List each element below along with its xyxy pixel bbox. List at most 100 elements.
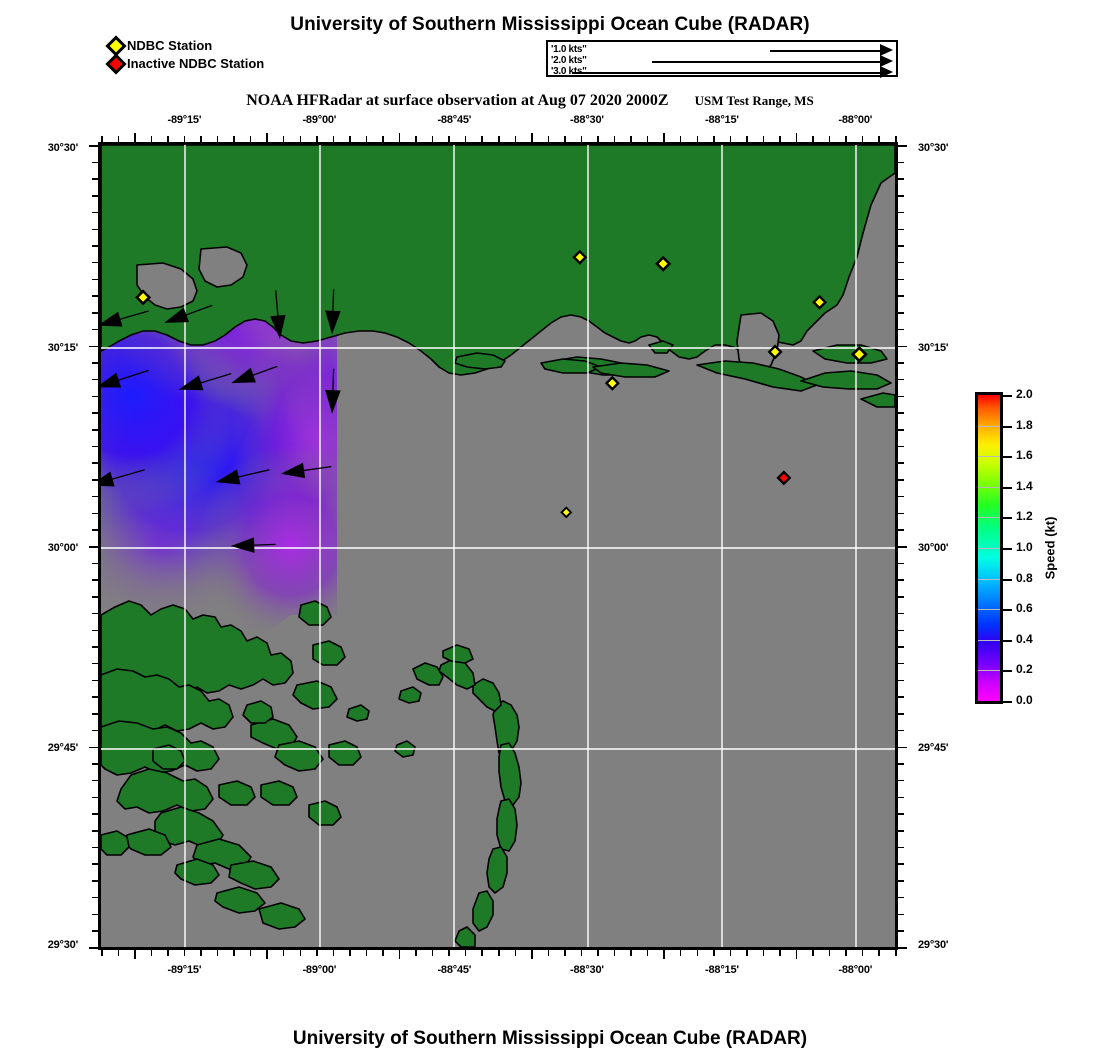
lon-tick-bottom-9 bbox=[249, 950, 252, 956]
lon-label-top-5: -88°00' bbox=[838, 114, 873, 126]
lat-tick-right-5 bbox=[898, 228, 904, 231]
lon-tick-bottom-39 bbox=[746, 950, 748, 956]
lon-tick-bottom-36 bbox=[696, 950, 698, 956]
colorbar-label-7: 0.6 bbox=[1016, 601, 1033, 616]
lat-tick-right-23 bbox=[898, 529, 904, 531]
lat-tick-right-4 bbox=[898, 211, 904, 214]
station-marker-active-3[interactable] bbox=[812, 294, 828, 310]
lat-tick-right-22 bbox=[898, 512, 904, 515]
lat-tick-right-11 bbox=[898, 328, 904, 331]
vector-scale-line-2 bbox=[652, 61, 882, 63]
lat-tick-right-48 bbox=[898, 947, 907, 949]
lon-label-bottom-1: -89°00' bbox=[302, 964, 337, 976]
ndbc-station-markers bbox=[135, 249, 868, 519]
station-marker-active-5[interactable] bbox=[850, 345, 868, 363]
lon-tick-bottom-45 bbox=[845, 950, 847, 956]
lat-tick-right-36 bbox=[898, 746, 907, 748]
lon-tick-bottom-16 bbox=[365, 950, 368, 956]
colorbar-label-1: 1.8 bbox=[1016, 417, 1033, 432]
station-marker-active-0[interactable] bbox=[135, 289, 152, 306]
colorbar-gridline-1 bbox=[978, 425, 1000, 427]
colorbar-label-4: 1.2 bbox=[1016, 509, 1033, 524]
land-masses bbox=[101, 145, 895, 947]
vector-scale-line-3 bbox=[572, 72, 882, 74]
lon-tick-bottom-20 bbox=[431, 950, 434, 956]
colorbar-gridline-3 bbox=[978, 486, 1000, 488]
lat-label-left-4: 29°30' bbox=[47, 939, 78, 952]
colorbar-gridline-9 bbox=[978, 670, 1000, 672]
lat-tick-right-16 bbox=[898, 412, 904, 414]
current-vector-6 bbox=[231, 365, 278, 384]
lon-tick-bottom-47 bbox=[878, 950, 880, 956]
lat-label-right-1: 30°15' bbox=[918, 341, 949, 354]
current-vector-2 bbox=[270, 290, 286, 339]
lon-tick-bottom-8 bbox=[233, 950, 235, 956]
lon-label-bottom-5: -88°00' bbox=[838, 964, 873, 976]
map-gridlines bbox=[101, 145, 895, 947]
current-vector-0 bbox=[101, 310, 149, 327]
station-marker-active-6[interactable] bbox=[604, 375, 620, 391]
vector-scale-line-1 bbox=[770, 50, 882, 52]
current-vector-4 bbox=[101, 369, 149, 388]
lat-label-left-3: 29°45' bbox=[47, 742, 78, 755]
red-diamond-icon bbox=[105, 53, 127, 75]
lon-tick-bottom-0 bbox=[101, 950, 103, 956]
lat-tick-right-39 bbox=[898, 796, 904, 799]
lat-tick-right-46 bbox=[898, 913, 904, 916]
colorbar-tick-0 bbox=[1003, 395, 1012, 397]
current-vector-11 bbox=[230, 537, 276, 553]
lon-tick-bottom-27 bbox=[547, 950, 550, 956]
lat-tick-right-17 bbox=[898, 429, 904, 431]
station-marker-active-4[interactable] bbox=[767, 344, 783, 360]
current-vector-9 bbox=[215, 469, 270, 485]
lon-tick-bottom-43 bbox=[812, 950, 814, 956]
lat-tick-right-25 bbox=[898, 562, 904, 565]
vector-scale-label-3: '3.0 kts" bbox=[551, 66, 587, 77]
lon-tick-bottom-26 bbox=[531, 950, 533, 959]
lat-tick-right-3 bbox=[898, 195, 904, 197]
colorbar-tick-9 bbox=[1003, 670, 1012, 673]
station-marker-active-7[interactable] bbox=[560, 506, 573, 519]
lat-tick-right-32 bbox=[898, 679, 904, 682]
lon-tick-bottom-1 bbox=[117, 950, 120, 956]
colorbar-label-9: 0.2 bbox=[1016, 662, 1033, 677]
lon-tick-bottom-30 bbox=[597, 950, 599, 956]
vector-scale-arrow-2 bbox=[880, 55, 893, 67]
station-marker-active-1[interactable] bbox=[572, 249, 588, 265]
colorbar-gridline-6 bbox=[978, 578, 1000, 580]
colorbar-tick-6 bbox=[1003, 578, 1012, 581]
lon-tick-bottom-4 bbox=[167, 950, 169, 956]
lon-tick-bottom-33 bbox=[646, 950, 649, 956]
colorbar-label-3: 1.4 bbox=[1016, 478, 1033, 493]
lat-label-left-2: 30°00' bbox=[47, 542, 78, 555]
lat-tick-right-18 bbox=[898, 445, 904, 448]
lon-tick-bottom-5 bbox=[183, 950, 186, 956]
colorbar-tick-3 bbox=[1003, 486, 1012, 489]
lat-tick-right-35 bbox=[898, 729, 904, 732]
lat-tick-right-41 bbox=[898, 830, 904, 832]
current-vector-8 bbox=[101, 469, 145, 487]
lat-tick-left-0 bbox=[89, 145, 98, 147]
lon-tick-bottom-48 bbox=[895, 950, 897, 956]
map-canvas[interactable] bbox=[98, 142, 898, 950]
colorbar-label-8: 0.4 bbox=[1016, 631, 1033, 646]
colorbar-label-10: 0.0 bbox=[1016, 693, 1033, 707]
station-marker-inactive-8[interactable] bbox=[776, 470, 792, 486]
lat-tick-right-14 bbox=[898, 378, 904, 381]
lat-tick-right-2 bbox=[898, 178, 904, 180]
lon-tick-bottom-25 bbox=[514, 950, 517, 956]
lat-tick-right-40 bbox=[898, 813, 904, 815]
lat-label-right-3: 29°45' bbox=[918, 742, 949, 755]
colorbar-tick-2 bbox=[1003, 456, 1012, 459]
lon-tick-bottom-2 bbox=[134, 950, 136, 959]
lon-tick-top-10 bbox=[266, 133, 268, 142]
lat-tick-right-42 bbox=[898, 846, 904, 849]
lat-tick-right-43 bbox=[898, 863, 904, 865]
vector-scale-label-2: '2.0 kts" bbox=[551, 55, 587, 66]
lon-tick-top-42 bbox=[795, 133, 798, 142]
lon-label-bottom-4: -88°15' bbox=[705, 964, 739, 976]
map-inner bbox=[101, 145, 895, 947]
legend-label-ndbc-station: NDBC Station bbox=[127, 38, 213, 53]
lat-tick-right-1 bbox=[898, 161, 904, 164]
page-title-bottom: University of Southern Mississippi Ocean… bbox=[292, 1028, 808, 1049]
